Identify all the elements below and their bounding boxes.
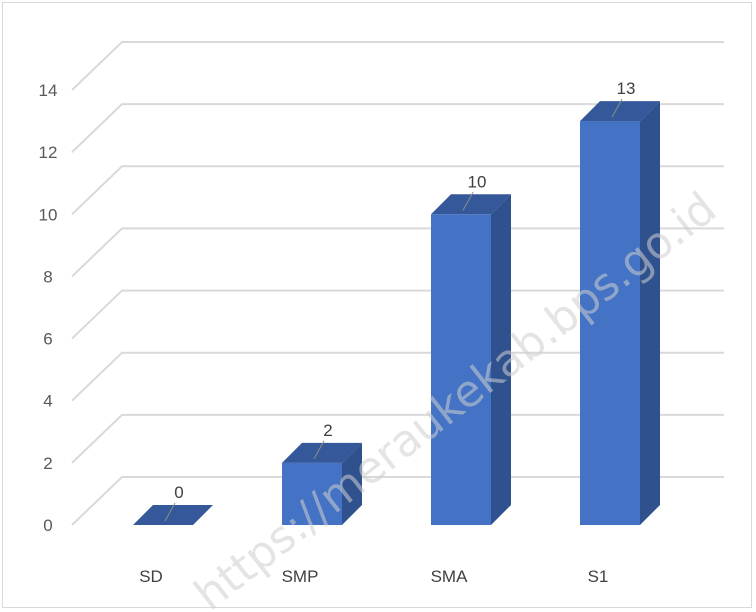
y-tick-label: 6 xyxy=(43,330,52,349)
x-category-label: SMP xyxy=(282,567,319,586)
y-tick-label: 2 xyxy=(43,454,52,473)
y-tick-label: 4 xyxy=(43,392,52,411)
bar xyxy=(580,101,660,526)
gridline xyxy=(71,227,724,278)
gridline xyxy=(71,351,724,402)
bar-top xyxy=(133,505,213,525)
bar xyxy=(431,194,511,526)
bar-front xyxy=(431,214,491,526)
gridline xyxy=(71,289,724,340)
bar-top xyxy=(431,194,511,215)
bar-side xyxy=(640,101,660,526)
gridline xyxy=(71,476,724,526)
data-label-leader xyxy=(164,502,176,522)
data-label: 0 xyxy=(174,483,183,502)
x-axis-categories: SD SMP SMA S1 xyxy=(139,567,608,586)
y-tick-label: 0 xyxy=(43,516,52,535)
bar xyxy=(282,442,362,525)
y-tick-label: 10 xyxy=(39,205,58,224)
data-label: 2 xyxy=(323,421,332,440)
y-tick-label: 12 xyxy=(39,143,58,162)
gridline xyxy=(71,103,724,153)
data-label: 13 xyxy=(617,79,636,98)
bar-front xyxy=(580,121,640,526)
data-label-leader xyxy=(611,98,623,118)
bar xyxy=(133,505,213,525)
data-label: 10 xyxy=(468,172,487,191)
bar-front xyxy=(282,462,342,525)
data-label-leader xyxy=(313,440,325,460)
data-label-leader xyxy=(462,192,474,211)
gridline xyxy=(71,41,724,91)
x-category-label: SD xyxy=(139,567,163,586)
bar-side xyxy=(491,194,511,526)
gridline xyxy=(71,413,724,464)
y-axis-ticks: 0 2 4 6 8 10 12 14 xyxy=(39,81,58,535)
y-tick-label: 14 xyxy=(39,81,58,100)
bar-side xyxy=(342,442,362,525)
x-category-label: S1 xyxy=(588,567,609,586)
gridlines xyxy=(71,41,724,526)
bars xyxy=(133,101,660,526)
bar-top xyxy=(580,101,660,122)
bar-top xyxy=(282,442,362,463)
y-tick-label: 8 xyxy=(43,267,52,286)
gridline xyxy=(71,165,724,216)
data-labels: 0 2 10 13 xyxy=(164,79,636,522)
x-category-label: SMA xyxy=(431,567,469,586)
